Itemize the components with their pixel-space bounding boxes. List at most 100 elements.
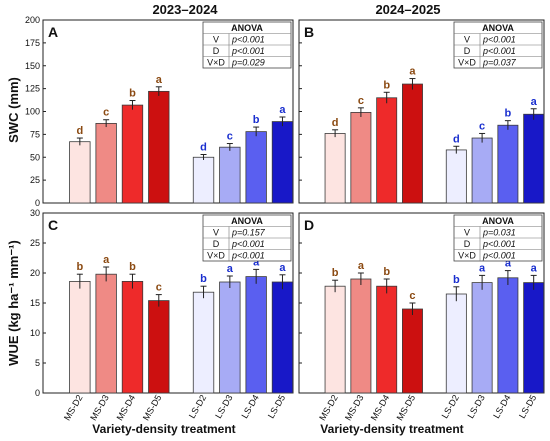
category-label: MS-D3: [88, 393, 111, 422]
significance-letter: a: [103, 254, 110, 266]
bar-ls-d3: [471, 282, 493, 394]
panel-letter: B: [304, 24, 314, 40]
category-label: LS-D5: [266, 393, 287, 420]
anova-p-value: p<0.001: [482, 35, 516, 45]
anova-factor: V: [464, 228, 470, 238]
bar-ls-d2: [445, 149, 467, 204]
significance-letter: a: [479, 262, 486, 274]
panel-d: Db MS-D2 a MS-D3 b MS-D4 c MS-D5 b LS-D2 a LS-D3 a LS…: [298, 212, 545, 422]
y-tick-label: 15: [30, 298, 40, 308]
bar-ms-d5: [148, 90, 170, 204]
bar-ls-d3: [471, 137, 493, 204]
significance-letter: b: [505, 108, 512, 120]
bar-ms-d3: [95, 273, 117, 394]
bar-ls-d5: [523, 113, 545, 204]
bar-ms-d2: [324, 133, 346, 204]
anova-table: ANOVA V p=0.157 D p<0.001 V×D p<0.001: [202, 214, 292, 262]
anova-factor: V×D: [458, 251, 476, 261]
category-label: MS-D4: [115, 393, 138, 422]
anova-factor: V: [213, 35, 219, 45]
anova-factor: D: [464, 239, 471, 249]
anova-factor: V×D: [207, 58, 225, 68]
significance-letter: a: [156, 74, 163, 86]
anova-factor: D: [213, 46, 220, 56]
bar-ms-d4: [121, 280, 144, 394]
significance-letter: b: [383, 79, 390, 91]
bar-ms-d5: [402, 308, 423, 394]
anova-p-value: p=0.031: [482, 228, 516, 238]
significance-letter: b: [453, 274, 460, 286]
significance-letter: c: [479, 120, 485, 132]
bar-ls-d2: [192, 156, 215, 204]
significance-letter: d: [76, 125, 83, 137]
x-axis-title-right: Variety-density treatment: [320, 422, 463, 436]
significance-letter: a: [531, 262, 538, 274]
bar-ms-d4: [121, 104, 144, 204]
anova-p-value: p<0.001: [482, 251, 516, 261]
category-label: MS-D5: [395, 393, 418, 422]
bar-ms-d2: [69, 280, 91, 394]
category-label: LS-D2: [187, 393, 208, 420]
anova-factor: D: [464, 46, 471, 56]
anova-title: ANOVA: [231, 23, 263, 33]
bar-ls-d2: [445, 293, 467, 394]
category-label: LS-D3: [465, 393, 486, 420]
anova-table: ANOVA V p<0.001 D p<0.001 V×D p=0.029: [202, 21, 292, 69]
column-title-2024-2025: 2024–2025: [375, 2, 440, 17]
y-tick-label: 75: [30, 129, 40, 139]
y-axis-title-wue: WUE (kg ha⁻¹ mm⁻¹): [6, 240, 21, 366]
anova-p-value: p<0.001: [482, 46, 516, 56]
anova-p-value: p<0.001: [231, 239, 265, 249]
bar-ms-d2: [324, 285, 346, 394]
x-axis-title-left: Variety-density treatment: [92, 422, 235, 436]
significance-letter: a: [279, 262, 286, 274]
y-tick-label: 50: [30, 152, 40, 162]
bar-ls-d3: [219, 281, 241, 394]
panel-letter: C: [48, 217, 58, 233]
bar-ms-d5: [402, 83, 423, 204]
y-tick-label: 25: [30, 238, 40, 248]
bar-ms-d4: [376, 97, 398, 204]
bar-ls-d4: [245, 276, 267, 394]
category-label: MS-D5: [141, 393, 164, 422]
anova-p-value: p=0.029: [231, 58, 265, 68]
category-label: LS-D4: [239, 393, 260, 420]
anova-p-value: p<0.001: [231, 35, 265, 45]
significance-letter: d: [200, 142, 207, 154]
significance-letter: a: [358, 260, 365, 272]
bar-ms-d3: [350, 112, 372, 204]
y-tick-label: 200: [25, 15, 40, 25]
y-tick-label: 30: [30, 208, 40, 218]
bar-ms-d2: [69, 141, 91, 204]
panel-c: 0 5 10 15 20 25 30 Cb MS-D2 a MS-D3 b MS-D4 c MS-D5 b LS…: [30, 208, 294, 422]
y-tick-label: 175: [25, 38, 40, 48]
anova-p-value: p=0.157: [231, 228, 266, 238]
y-tick-label: 0: [35, 388, 40, 398]
category-label: MS-D2: [62, 393, 85, 422]
column-title-2023-2024: 2023–2024: [152, 2, 218, 17]
category-label: LS-D3: [213, 393, 234, 420]
bar-ms-d5: [148, 300, 170, 394]
significance-letter: a: [531, 96, 538, 108]
category-label: LS-D4: [491, 393, 512, 420]
significance-letter: b: [332, 267, 339, 279]
anova-title: ANOVA: [231, 216, 263, 226]
category-label: LS-D5: [517, 393, 538, 420]
significance-letter: c: [227, 131, 233, 143]
bar-ls-d2: [192, 291, 215, 394]
y-tick-label: 125: [25, 84, 40, 94]
y-tick-label: 10: [30, 328, 40, 338]
y-tick-label: 0: [35, 198, 40, 208]
bar-ls-d3: [219, 146, 241, 204]
anova-table: ANOVA V p<0.001 D p<0.001 V×D p=0.037: [453, 21, 543, 69]
anova-p-value: p=0.037: [482, 58, 517, 68]
significance-letter: a: [279, 104, 286, 116]
significance-letter: a: [505, 258, 512, 270]
significance-letter: a: [409, 66, 416, 78]
category-label: MS-D2: [317, 393, 340, 422]
panel-letter: A: [48, 24, 58, 40]
bar-ms-d3: [95, 122, 117, 204]
anova-title: ANOVA: [482, 216, 514, 226]
anova-title: ANOVA: [482, 23, 514, 33]
